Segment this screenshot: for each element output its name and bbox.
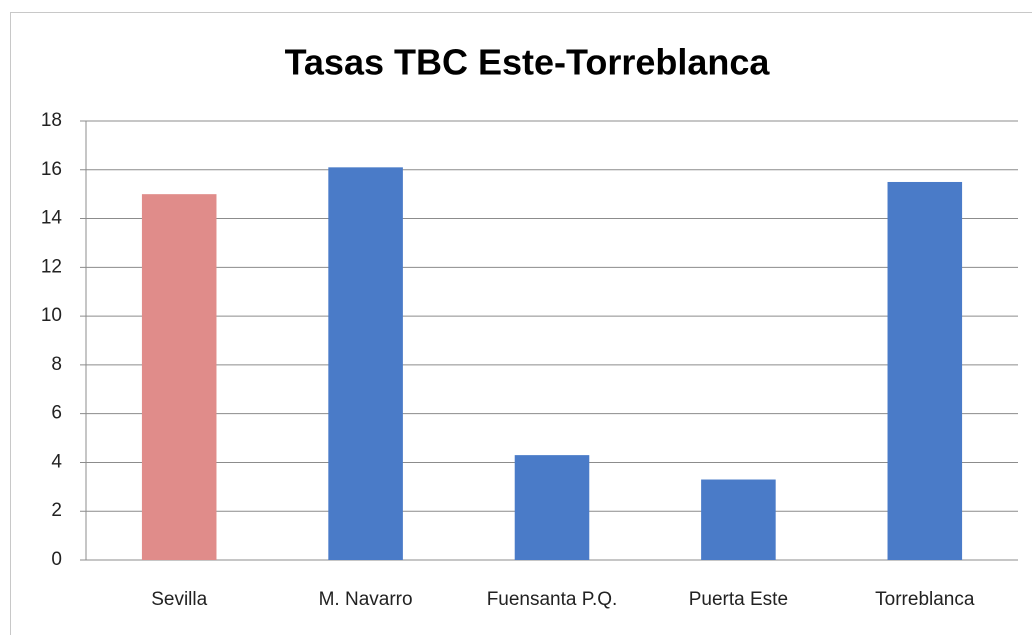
y-tick-label: 6	[51, 403, 62, 424]
y-tick-label: 14	[41, 208, 63, 229]
x-tick-label: Sevilla	[151, 589, 207, 610]
chart-title: Tasas TBC Este-Torreblanca	[285, 42, 771, 83]
bar	[887, 181, 963, 560]
y-tick-label: 16	[41, 159, 62, 180]
y-tick-label: 12	[41, 256, 62, 277]
bar	[514, 455, 590, 560]
bar	[701, 479, 776, 560]
x-tick-label: Puerta Este	[689, 589, 788, 610]
y-tick-label: 10	[41, 305, 62, 326]
y-tick-label: 4	[51, 451, 62, 472]
y-tick-label: 0	[51, 549, 62, 570]
x-tick-label: M. Navarro	[319, 589, 413, 610]
bar	[328, 167, 403, 561]
y-tick-label: 8	[51, 354, 62, 375]
x-tick-label: Torreblanca	[875, 589, 975, 610]
bar	[141, 194, 217, 560]
x-tick-label: Fuensanta P.Q.	[487, 589, 618, 610]
y-tick-label: 18	[41, 110, 62, 131]
y-tick-label: 2	[51, 500, 62, 521]
